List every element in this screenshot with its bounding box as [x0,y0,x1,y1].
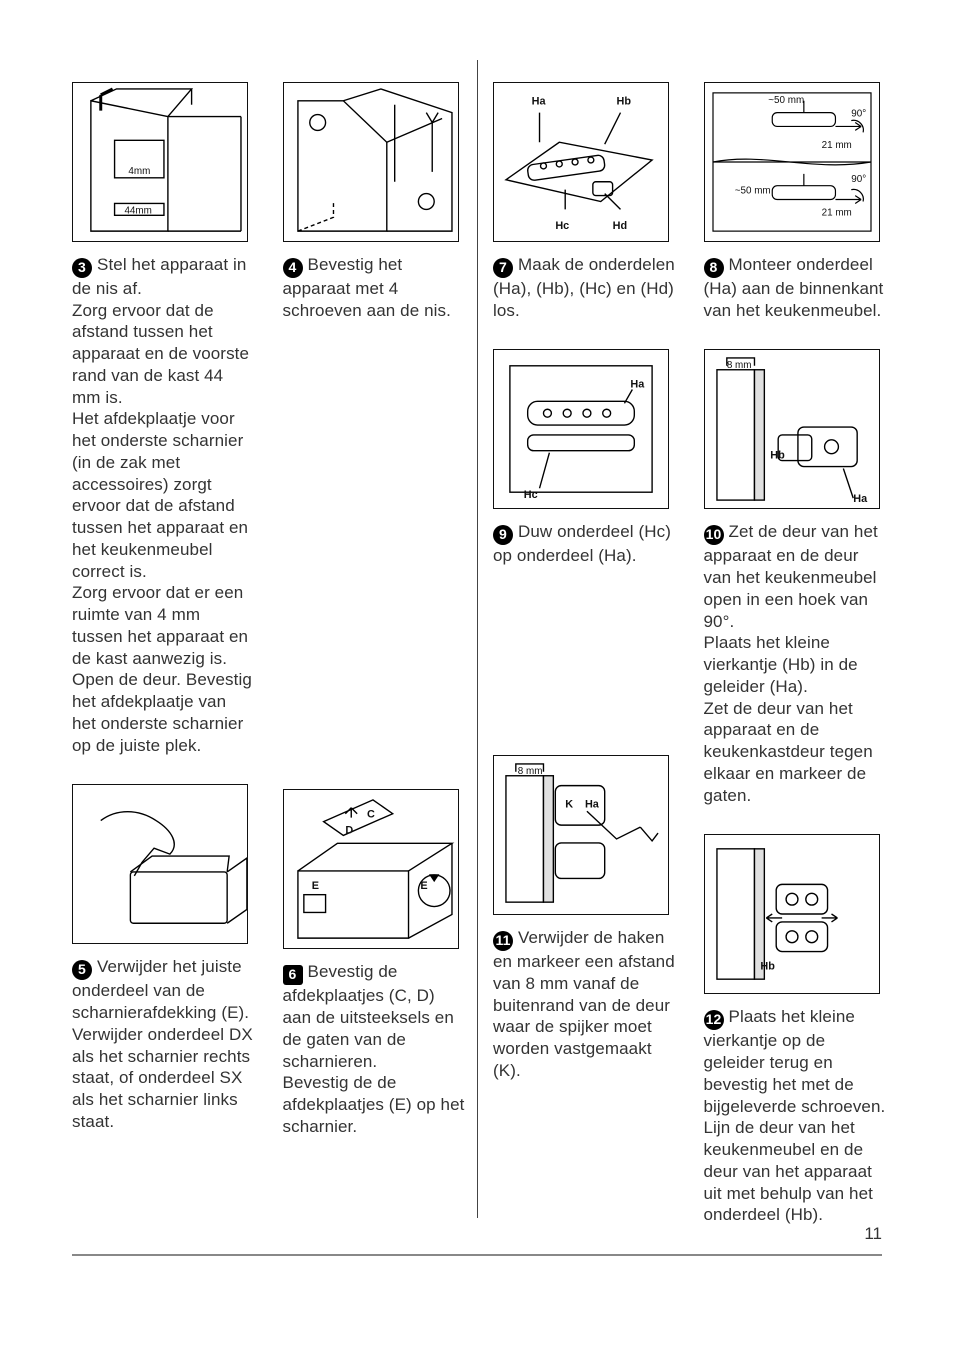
diagram-step-8: ~50 mm 90° 21 mm ~50 mm 90° 21 mm [704,82,880,242]
label-E2: E [420,880,427,892]
step-8: ~50 mm 90° 21 mm ~50 mm 90° 21 mm 8Monte… [704,82,887,321]
step-11: 8 mm K Ha 11Verwijder de haken en markee… [493,755,676,1081]
step-9-text: 9Duw onderdeel (Hc) op onderdeel (Ha). [493,521,676,567]
step-11-body: Verwijder de haken en markeer een afstan… [493,928,675,1080]
step-11-text: 11Verwijder de haken en markeer een afst… [493,927,676,1081]
column-1: 4mm 44mm 3Stel het apparaat in de nis af… [72,82,255,1254]
page-number: 11 [864,1224,882,1244]
badge-5: 5 [72,960,92,980]
step-3-text: 3Stel het apparaat in de nis af. Zorg er… [72,254,255,756]
diagram-step-7: Ha Hb Hc Hd [493,82,669,242]
step-8-body: Monteer onderdeel (Ha) aan de binnenkant… [704,255,884,320]
label-90-a: 90° [851,109,866,120]
label-Hc9: Hc [524,490,538,502]
diagram-step-9: Ha Hc [493,349,669,509]
label-Ha11: Ha [585,799,600,811]
diagram-step-3: 4mm 44mm [72,82,248,242]
badge-4: 4 [283,258,303,278]
badge-6: 6 [283,965,303,985]
step-6-text: 6Bevestig de afdekplaatjes (C, D) aan de… [283,961,466,1137]
step-12: Hb 12Plaats het kleine vierkantje op de … [704,834,887,1226]
step-9: Ha Hc 9Duw onderdeel (Hc) op onderdeel (… [493,349,676,567]
label-8mm-11: 8 mm [518,766,543,777]
step-9-body: Duw onderdeel (Hc) op onderdeel (Ha). [493,522,671,565]
step-7-text: 7Maak de onderdelen (Ha), (Hb), (Hc) en … [493,254,676,321]
label-Hd: Hd [613,220,627,232]
step-10: 8 mm Hb Ha 10Zet de deur van het apparaa… [704,349,887,806]
badge-11: 11 [493,931,513,951]
label-90-b: 90° [851,174,866,185]
step-8-text: 8Monteer onderdeel (Ha) aan de binnenkan… [704,254,887,321]
step-5-text: 5Verwijder het juiste onderdeel van de s… [72,956,255,1132]
label-C: C [367,809,375,821]
label-K: K [565,799,573,811]
column-2: 4Bevestig het apparaat met 4 schroeven a… [283,82,466,1254]
label-50mm-b: ~50 mm [734,186,770,197]
label-Hc: Hc [555,220,569,232]
step-5: 5Verwijder het juiste onderdeel van de s… [72,784,255,1132]
diagram-step-12: Hb [704,834,880,994]
label-E1: E [311,880,318,892]
step-7: Ha Hb Hc Hd 7Maak de onderdelen (Ha), (H… [493,82,676,321]
label-21-a: 21 mm [821,140,851,151]
diagram-step-6: C D E E [283,789,459,949]
label-21-b: 21 mm [821,207,851,218]
diagram-step-10: 8 mm Hb Ha [704,349,880,509]
step-6: C D E E 6Bevestig de afdekplaatjes (C, D… [283,789,466,1137]
badge-7: 7 [493,258,513,278]
label-Hb12: Hb [760,961,775,973]
badge-12: 12 [704,1010,724,1030]
label-44mm: 44mm [124,205,151,216]
label-Hb: Hb [617,96,632,108]
columns-row-1: 4mm 44mm 3Stel het apparaat in de nis af… [72,82,886,1254]
footer-rule [72,1254,882,1256]
step-4: 4Bevestig het apparaat met 4 schroeven a… [283,82,466,321]
diagram-step-4 [283,82,459,242]
center-divider [477,60,478,1218]
spacer [283,349,466,789]
step-5-body: Verwijder het juiste onderdeel van de sc… [72,957,253,1130]
badge-8: 8 [704,258,724,278]
step-3-body: Zorg ervoor dat de afstand tussen het ap… [72,301,252,755]
step-12-body: Plaats het kleine vierkantje op de gelei… [704,1007,886,1224]
badge-10: 10 [704,525,724,545]
badge-3: 3 [72,258,92,278]
step-4-text: 4Bevestig het apparaat met 4 schroeven a… [283,254,466,321]
step-10-text: 10Zet de deur van het apparaat en de deu… [704,521,887,806]
label-D: D [345,825,353,837]
column-4: ~50 mm 90° 21 mm ~50 mm 90° 21 mm 8Monte… [704,82,887,1254]
badge-9: 9 [493,525,513,545]
label-4mm: 4mm [128,166,150,177]
column-3: Ha Hb Hc Hd 7Maak de onderdelen (Ha), (H… [493,82,676,1254]
step-3-lead: Stel het apparaat in de nis af. [72,255,246,298]
manual-page: 4mm 44mm 3Stel het apparaat in de nis af… [0,0,954,1308]
step-3: 4mm 44mm 3Stel het apparaat in de nis af… [72,82,255,756]
label-50mm-a: ~50 mm [768,95,804,106]
diagram-step-5 [72,784,248,944]
spacer-2 [493,595,676,755]
label-Hb10: Hb [770,450,785,462]
diagram-step-11: 8 mm K Ha [493,755,669,915]
label-Ha9: Ha [630,379,645,391]
step-6-body: Bevestig de afdekplaatjes (C, D) aan de … [283,962,465,1135]
step-4-body: Bevestig het apparaat met 4 schroeven aa… [283,255,451,320]
label-Ha: Ha [532,96,547,108]
step-7-body: Maak de onderdelen (Ha), (Hb), (Hc) en (… [493,255,675,320]
step-10-body: Zet de deur van het apparaat en de deur … [704,522,878,804]
step-12-text: 12Plaats het kleine vierkantje op de gel… [704,1006,887,1226]
label-Ha10: Ha [853,494,868,506]
label-8mm-10: 8 mm [726,360,751,371]
